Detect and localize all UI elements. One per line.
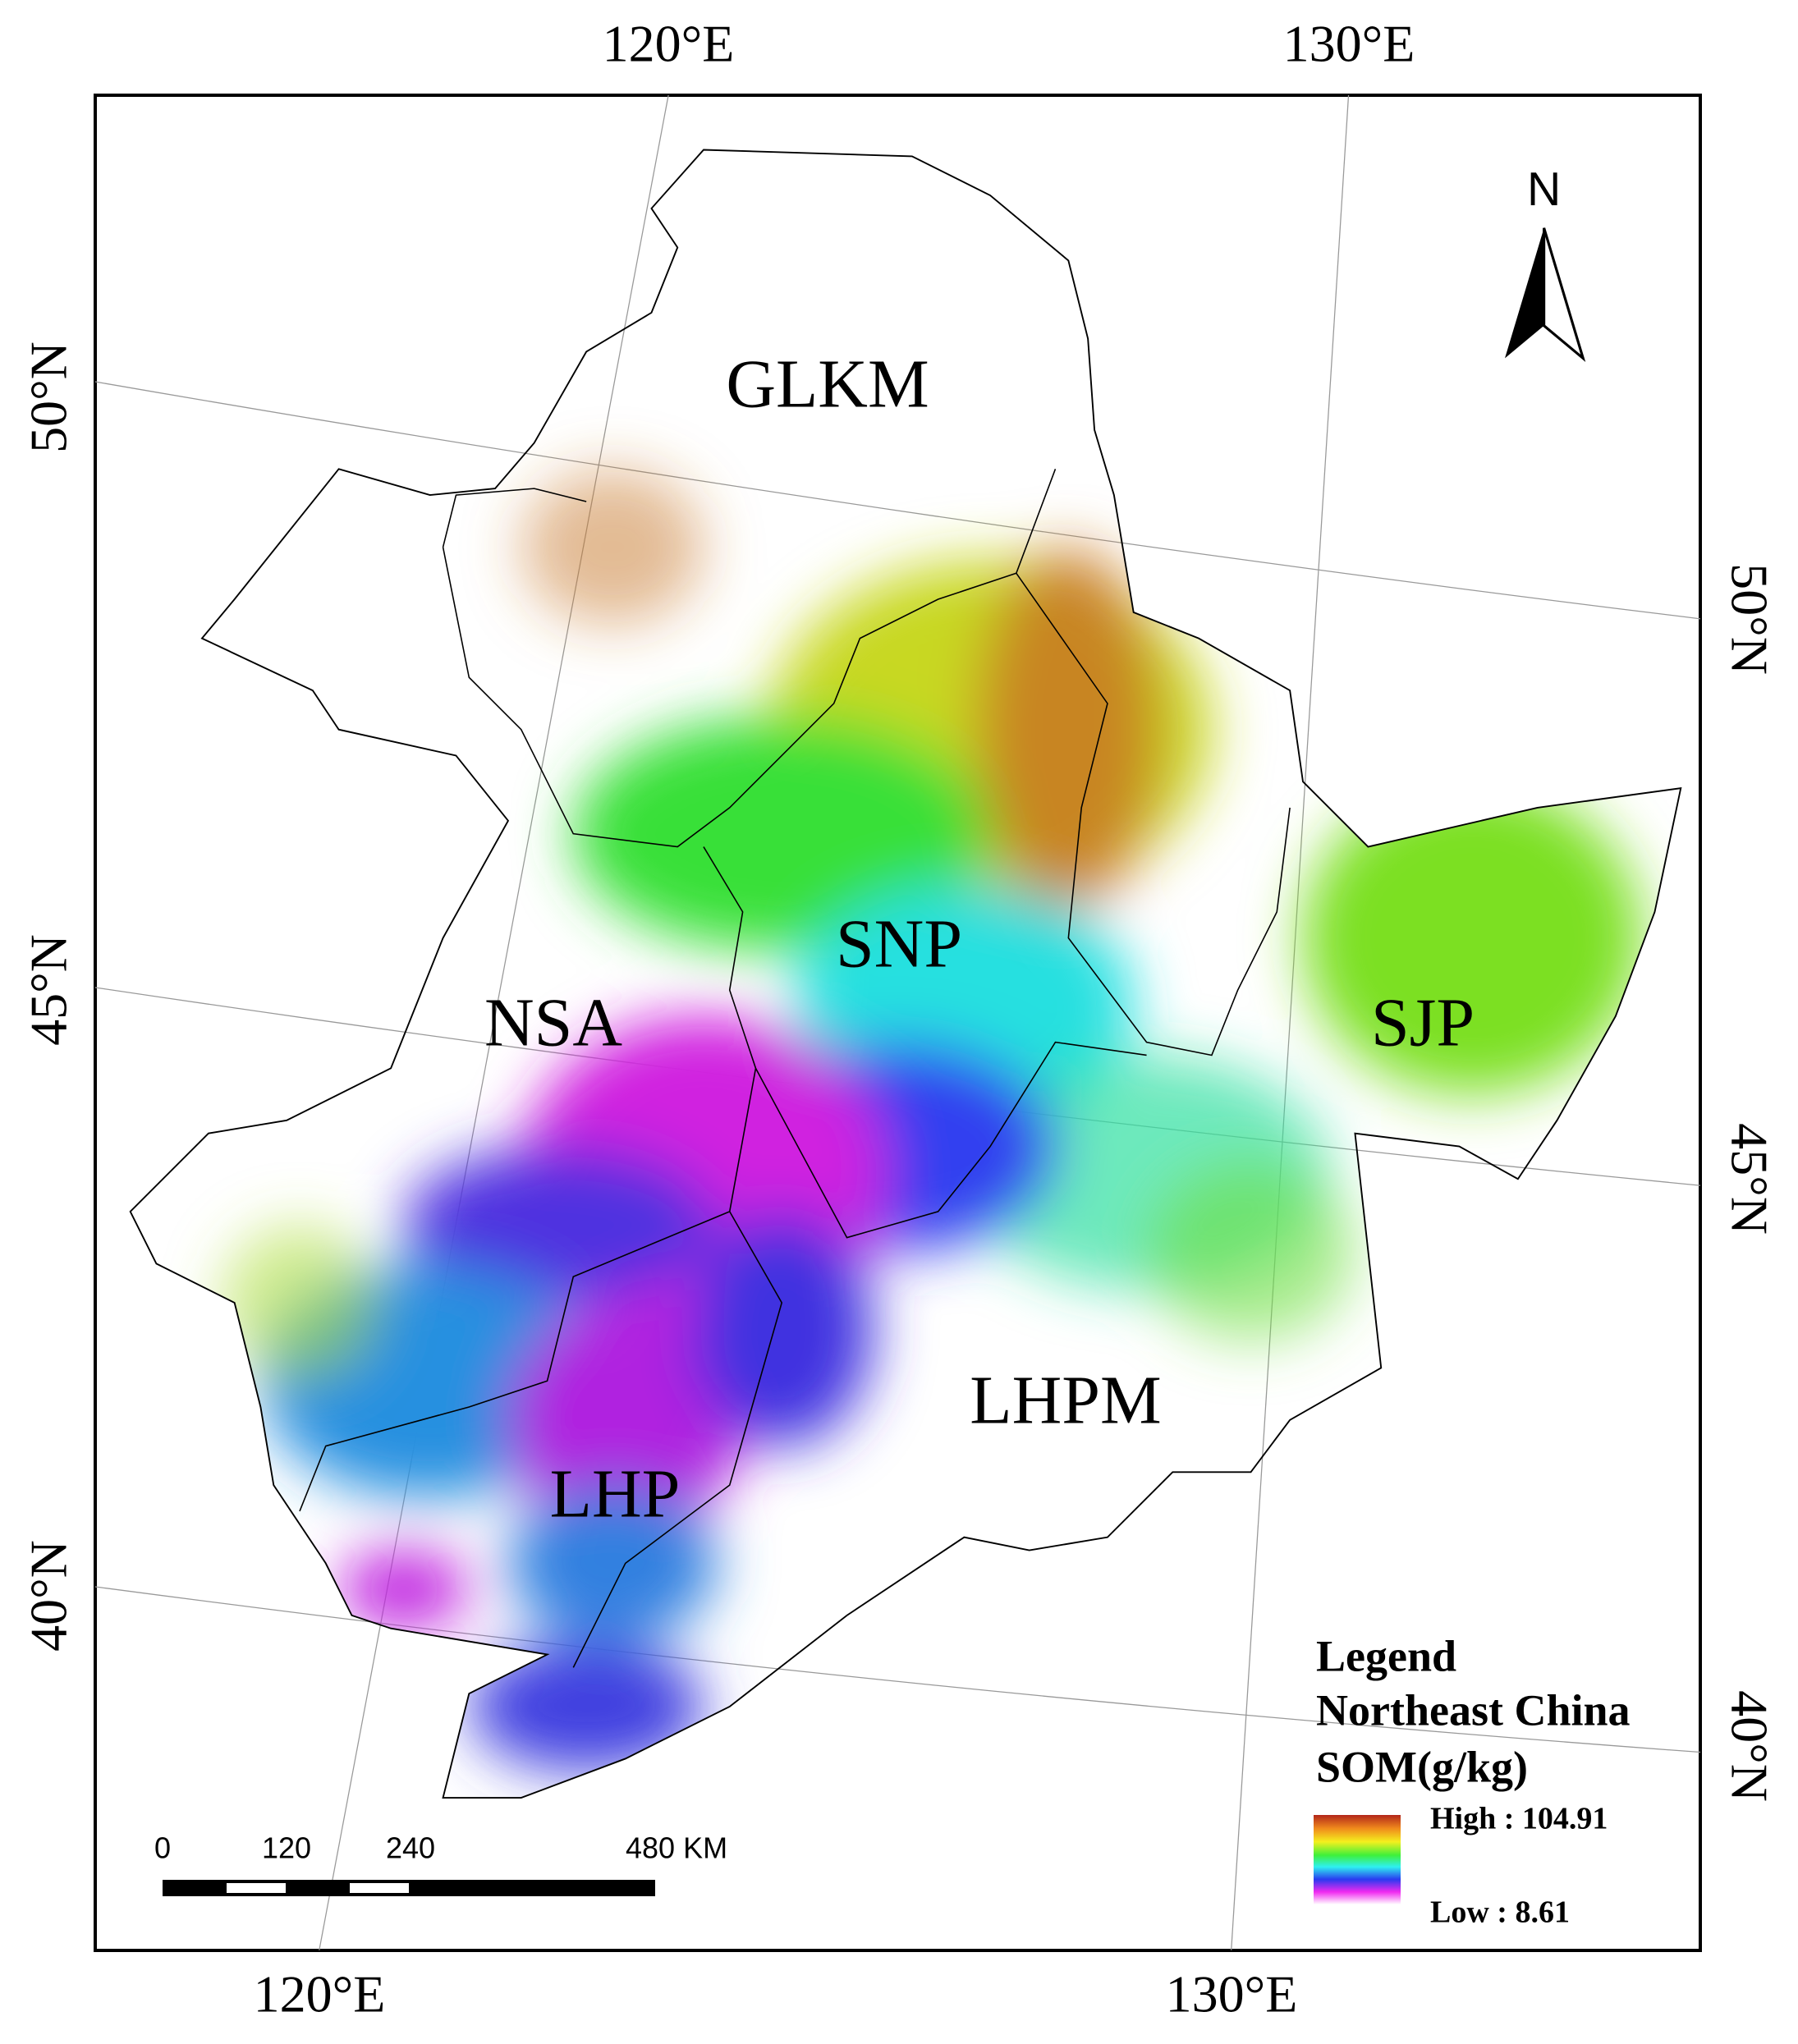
graticule <box>94 94 1701 1950</box>
legend-title: Legend <box>1316 1631 1456 1680</box>
scale-label: 480 KM <box>626 1831 727 1865</box>
legend-subtitle: Northeast China <box>1316 1685 1631 1735</box>
north-label: N <box>1527 163 1561 216</box>
region-label: LHPM <box>970 1362 1161 1438</box>
graticule-label: 45°N <box>1720 1123 1778 1235</box>
scale-bar: 0 120 240 480 KM <box>154 1831 727 1896</box>
region-boundaries <box>299 469 1291 1668</box>
graticule-label: 50°N <box>20 341 78 453</box>
graticule-label: 120°E <box>603 15 735 73</box>
north-arrow <box>1504 227 1544 359</box>
legend-variable: SOM(g/kg) <box>1316 1742 1528 1791</box>
scale-label: 0 <box>154 1831 171 1865</box>
north-arrow <box>1543 227 1586 363</box>
legend-low: Low : 8.61 <box>1430 1895 1570 1930</box>
region-label: LHP <box>550 1455 681 1532</box>
region-label: GLKM <box>726 346 929 422</box>
som-surface <box>221 469 1642 1772</box>
graticule-label: 40°N <box>1720 1690 1778 1802</box>
legend: Legend Northeast China SOM(g/kg) High : … <box>1314 1631 1631 1930</box>
graticule-label: 45°N <box>20 934 78 1046</box>
scale-label: 240 <box>386 1831 435 1865</box>
graticule-label: 40°N <box>20 1540 78 1652</box>
region-label: SNP <box>836 905 962 982</box>
graticule-label: 120°E <box>254 1965 386 2023</box>
region-outline <box>129 149 1682 1799</box>
legend-high: High : 104.91 <box>1430 1802 1608 1836</box>
region-label: NSA <box>484 984 622 1061</box>
legend-colorbar <box>1314 1815 1401 1904</box>
scale-label: 120 <box>262 1831 311 1865</box>
graticule-label: 130°E <box>1166 1965 1298 2023</box>
graticule-label: 130°E <box>1283 15 1415 73</box>
map-body: N <box>94 94 1701 1950</box>
graticule-label: 50°N <box>1720 563 1778 675</box>
region-label: SJP <box>1371 984 1475 1061</box>
